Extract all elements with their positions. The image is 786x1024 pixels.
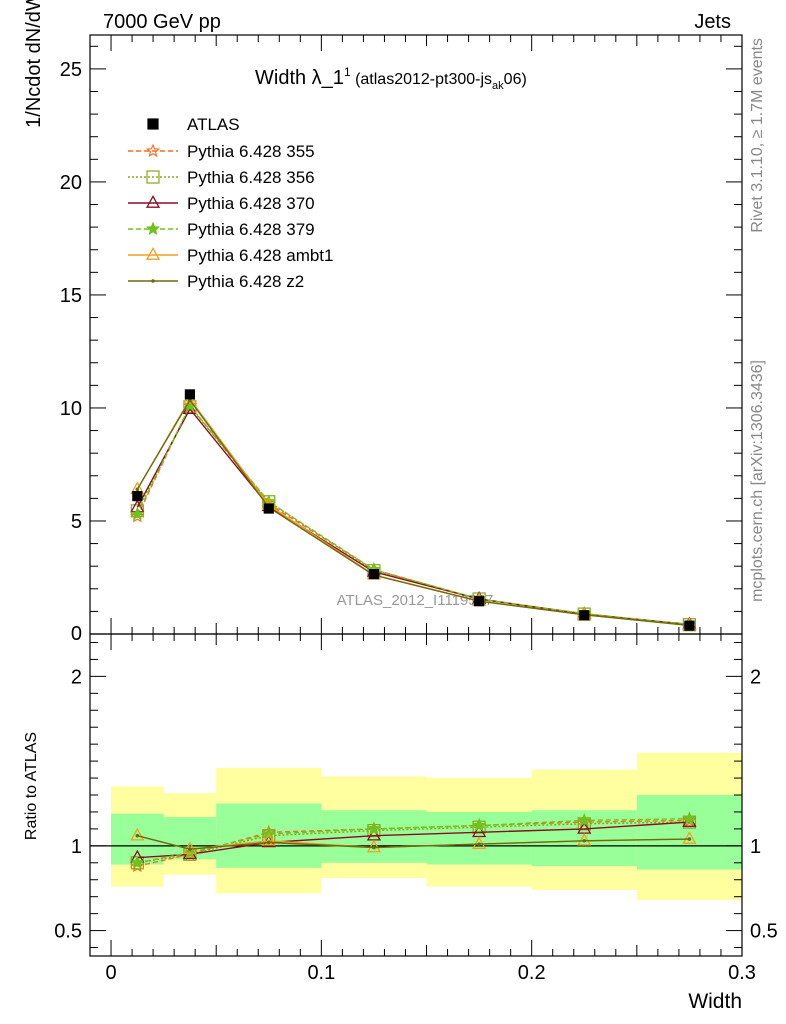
ratio-series-point — [682, 811, 697, 825]
y-tick-label: 0 — [71, 623, 82, 645]
y-tick-label: 15 — [60, 285, 82, 307]
x-tick-label: 0 — [105, 962, 116, 984]
header-left: 7000 GeV pp — [103, 11, 221, 33]
header-right: Jets — [694, 11, 731, 33]
ratio-y-tick-label: 0.5 — [54, 921, 82, 943]
ratio-series-point — [577, 812, 592, 827]
ratio-series-point — [471, 836, 487, 849]
ratio-series-point — [577, 832, 592, 846]
legend-label: Pythia 6.428 379 — [187, 220, 315, 239]
data-point — [579, 610, 590, 621]
y-tick-label: 10 — [60, 398, 82, 420]
x-tick-label: 0.1 — [307, 962, 335, 984]
legend-label: ATLAS — [187, 115, 240, 134]
x-axis-label: Width — [688, 990, 742, 1013]
legend-label: Pythia 6.428 z2 — [187, 272, 304, 291]
ratio-series-point — [582, 838, 587, 843]
data-point — [263, 503, 274, 514]
title-tail: 06) — [504, 71, 527, 88]
ratio-series-point — [188, 847, 192, 852]
data-point — [473, 596, 485, 607]
x-tick-label: 0.3 — [728, 962, 756, 984]
legend-label: Pythia 6.428 356 — [187, 168, 315, 187]
side-label-rivet: Rivet 3.1.10, ≥ 1.7M events — [749, 38, 766, 233]
legend-marker — [145, 247, 161, 260]
y-tick-label: 5 — [71, 511, 82, 533]
main-panel: Width λ_11 (atlas2012-pt300-jsak06) ATLAS… — [60, 34, 743, 645]
legend-marker — [151, 279, 155, 283]
ratio-y-tick-label: 2 — [71, 666, 82, 688]
ratio-y-axis-label: Ratio to ATLAS — [23, 732, 40, 840]
ratio-y-tick-label: 1 — [71, 836, 82, 858]
series-point — [135, 487, 140, 492]
ratio-series-point — [682, 831, 697, 844]
data-series — [132, 389, 695, 631]
ratio-series-point — [472, 818, 487, 832]
y-tick-label: 25 — [60, 59, 82, 81]
title-superscript: 1 — [344, 65, 351, 79]
chart-title: Width λ_11 (atlas2012-pt300-jsak06) — [255, 65, 527, 92]
legend-marker — [145, 143, 161, 158]
x-tick-label: 0.2 — [518, 962, 546, 984]
ratio-series-point — [266, 840, 271, 845]
legend-label: Pythia 6.428 ambt1 — [187, 246, 333, 265]
y-tick-label: 20 — [60, 172, 82, 194]
ratio-panel: 0.5 0.5 1 1 2 2 0 0.1 0.2 0.3 — [54, 633, 778, 984]
legend-marker — [145, 221, 161, 236]
ratio-series-point — [135, 833, 140, 838]
legend-label: Pythia 6.428 370 — [187, 194, 315, 213]
ratio-series-point — [477, 842, 481, 846]
data-point — [368, 568, 380, 580]
legend-label: Pythia 6.428 355 — [187, 142, 315, 161]
ratio-y-tick-label-right: 1 — [750, 836, 761, 858]
ratio-series-point — [130, 855, 145, 869]
title-paren: (atlas2012-pt300-js — [351, 71, 492, 88]
ratio-series-point — [130, 827, 145, 841]
data-point — [684, 620, 695, 631]
title-subscript: ak — [492, 80, 504, 92]
legend-marker — [146, 170, 160, 184]
ratio-series-point — [366, 839, 382, 853]
side-label-mcplots: mcplots.cern.ch [arXiv:1306.3436] — [749, 360, 766, 602]
ratio-series-point — [372, 845, 376, 850]
title-main: Width λ_1 — [255, 67, 344, 89]
main-y-axis-label: 1/Ncdot dN/dW — [23, 0, 45, 128]
ratio-series-5 — [135, 833, 692, 852]
legend-marker — [147, 118, 159, 130]
ratio-y-tick-label-right: 2 — [750, 666, 761, 688]
analysis-watermark: ATLAS_2012_I1119557 — [337, 592, 494, 609]
series-point — [130, 506, 145, 521]
ratio-y-tick-label-right: 0.5 — [750, 921, 778, 943]
legend-marker — [145, 195, 161, 208]
ratio-series-3 — [130, 811, 697, 869]
ratio-series-point — [687, 837, 692, 841]
ratio-series-point — [261, 832, 276, 846]
data-point — [184, 389, 196, 400]
series-point — [130, 509, 145, 523]
legend: ATLAS Pythia 6.428 355 Pythia 6.428 356 Pyt… — [128, 115, 333, 291]
ratio-series-point — [366, 821, 381, 835]
data-point — [132, 491, 143, 502]
